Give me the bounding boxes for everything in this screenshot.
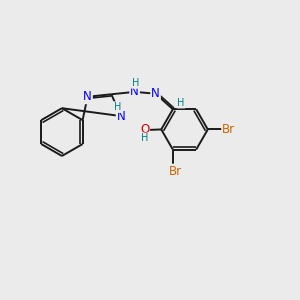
Text: H: H [177, 98, 184, 108]
Text: N: N [117, 110, 125, 123]
Text: N: N [130, 85, 139, 98]
Text: H: H [114, 102, 121, 112]
Text: O: O [140, 123, 149, 136]
Text: Br: Br [169, 165, 182, 178]
Text: H: H [132, 78, 139, 88]
Text: N: N [83, 90, 92, 103]
Text: Br: Br [222, 123, 235, 136]
Text: N: N [151, 87, 160, 100]
Text: H: H [141, 134, 148, 143]
